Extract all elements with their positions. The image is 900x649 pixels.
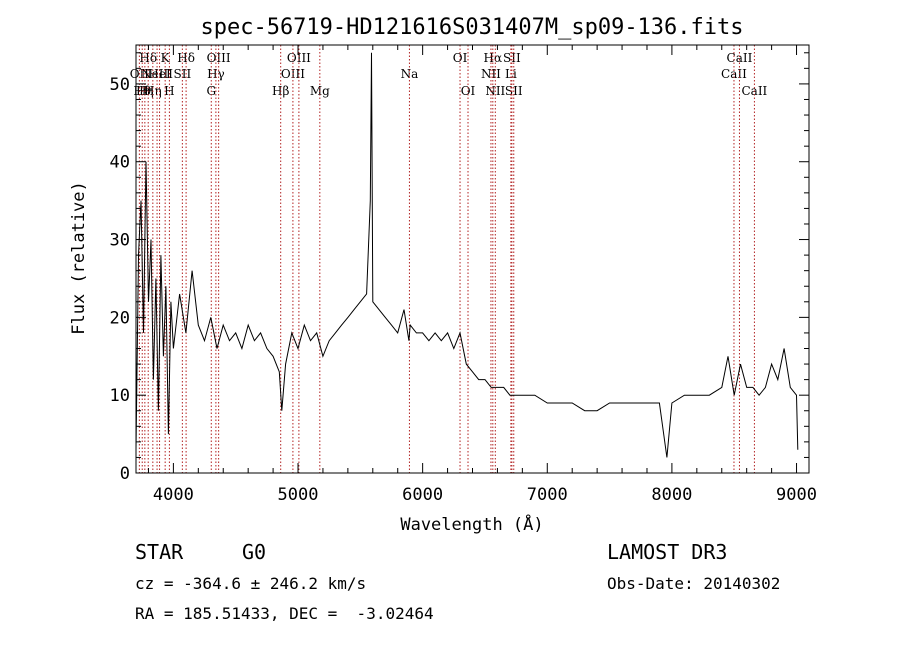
line-label-13: OIII	[207, 51, 231, 65]
spectral-line-markers	[138, 45, 755, 473]
x-tick-label-1: 5000	[278, 485, 319, 505]
line-label-22: Hα	[484, 51, 503, 65]
spectrum-line	[135, 52, 799, 458]
survey-name: LAMOST DR3	[607, 540, 728, 564]
line-label-19: OI	[453, 51, 468, 65]
y-axis-ticks: 0 10 20 30 40 50	[110, 52, 809, 484]
plot-frame	[135, 44, 810, 474]
y-tick-label-3: 30	[110, 231, 130, 251]
y-axis-label: Flux (relative)	[69, 181, 89, 335]
x-tick-label-4: 8000	[651, 485, 692, 505]
line-label-16: OIII	[287, 51, 311, 65]
line-label-7: K	[161, 51, 171, 65]
chart-title: spec-56719-HD121616S031407M_sp09-136.fit…	[200, 15, 743, 40]
redshift-readout: cz = -364.6 ± 246.2 km/s	[135, 574, 367, 593]
x-tick-label-0: 4000	[153, 485, 194, 505]
x-axis-label: Wavelength (Å)	[400, 513, 543, 535]
y-tick-label-0: 0	[120, 464, 130, 484]
x-tick-label-5: 9000	[776, 485, 817, 505]
y-tick-label-2: 20	[110, 308, 130, 328]
obs-date: Obs-Date: 20140302	[607, 574, 781, 593]
y-tick-label-5: 50	[110, 75, 130, 95]
line-label-28: CaII	[727, 51, 753, 65]
x-axis-ticks: 4000 5000 6000 7000 8000 9000	[147, 45, 817, 505]
y-tick-label-1: 10	[110, 386, 130, 406]
object-class: STAR	[135, 540, 184, 564]
x-tick-label-2: 6000	[402, 485, 443, 505]
line-label-25: SII	[503, 51, 521, 65]
line-label-10: Hδ	[177, 51, 195, 65]
line-label-3: Hδ	[139, 51, 157, 65]
y-tick-label-4: 40	[110, 153, 130, 173]
x-tick-label-3: 7000	[527, 485, 568, 505]
spectral-line-labels: OIIHθHηHδHηNeIIIHeIKHSIIHδGHγOIIIHβOIIIO…	[130, 51, 768, 98]
coordinates-readout: RA = 185.51433, DEC = -3.02464	[135, 604, 434, 623]
object-subclass: G0	[242, 540, 267, 564]
